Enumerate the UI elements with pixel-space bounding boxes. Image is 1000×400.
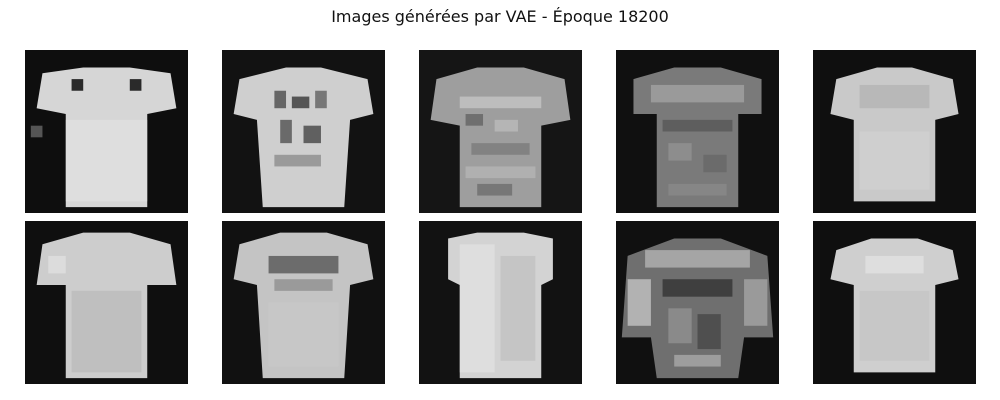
generated-image-5 bbox=[813, 50, 976, 213]
generated-image-1 bbox=[25, 50, 188, 213]
generated-image-4 bbox=[616, 50, 779, 213]
generated-image-2 bbox=[222, 50, 385, 213]
figure-title: Images générées par VAE - Époque 18200 bbox=[331, 7, 669, 26]
generated-image-10 bbox=[813, 221, 976, 384]
generated-image-8 bbox=[419, 221, 582, 384]
generated-image-7 bbox=[222, 221, 385, 384]
generated-image-6 bbox=[25, 221, 188, 384]
generated-image-9 bbox=[616, 221, 779, 384]
generated-image-3 bbox=[419, 50, 582, 213]
